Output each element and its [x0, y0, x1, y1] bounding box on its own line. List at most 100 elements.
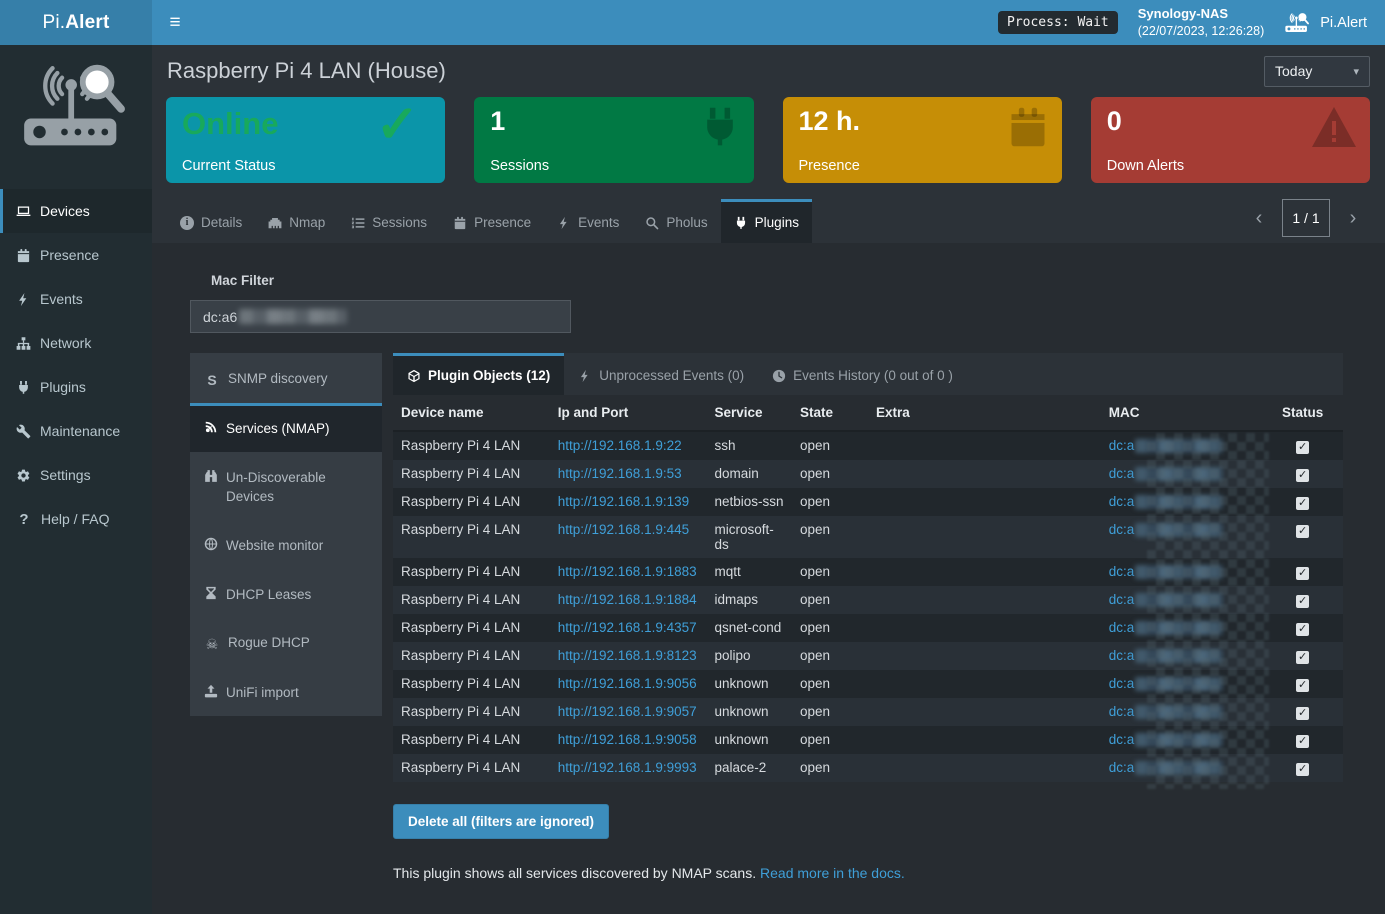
- brand-prefix: Pi.: [42, 11, 66, 33]
- tab-nmap[interactable]: Nmap: [255, 199, 338, 243]
- ip-port-link[interactable]: http://192.168.1.9:9993: [557, 760, 697, 775]
- main-content: Raspberry Pi 4 LAN (House) Today ▾ Onlin…: [152, 45, 1385, 914]
- plug-icon: [19, 380, 28, 394]
- mac-link[interactable]: dc:a: [1108, 494, 1135, 509]
- sessions-card[interactable]: 1 Sessions: [474, 97, 754, 183]
- sidebar-item-events[interactable]: Events: [0, 277, 152, 321]
- status-checkbox[interactable]: ✓: [1296, 763, 1310, 776]
- check-icon: ✓: [375, 97, 420, 154]
- tab-label: Plugin Objects (12): [428, 368, 551, 383]
- ip-port-link[interactable]: http://192.168.1.9:9056: [557, 676, 697, 691]
- mac-link[interactable]: dc:a: [1108, 466, 1135, 481]
- tab-sessions[interactable]: Sessions: [338, 199, 440, 243]
- sidebar-item-help-faq[interactable]: ? Help / FAQ: [0, 497, 152, 541]
- mac-link[interactable]: dc:a: [1108, 704, 1135, 719]
- sidebar-toggle-button[interactable]: ≡: [152, 0, 198, 45]
- down-alerts-card[interactable]: 0 Down Alerts: [1090, 97, 1370, 183]
- status-checkbox[interactable]: ✓: [1296, 469, 1310, 482]
- calendar-icon: [1011, 107, 1045, 147]
- sidebar-item-maintenance[interactable]: Maintenance: [0, 409, 152, 453]
- top-navbar: Pi. Alert ≡ Process: Wait Synology-NAS (2…: [0, 0, 1385, 45]
- page-prev-button[interactable]: ‹: [1255, 206, 1263, 229]
- ip-port-link[interactable]: http://192.168.1.9:139: [557, 494, 690, 509]
- ip-port-link[interactable]: http://192.168.1.9:53: [557, 466, 682, 481]
- plugin-nav-label: SNMP discovery: [228, 371, 328, 386]
- plugin-nav-unifi-import[interactable]: UniFi import: [190, 667, 382, 716]
- plugin-nav-snmp-discovery[interactable]: S SNMP discovery: [190, 353, 382, 403]
- cell-state: open: [800, 676, 831, 691]
- sidebar-item-presence[interactable]: Presence: [0, 233, 152, 277]
- docs-link[interactable]: Read more in the docs.: [760, 865, 905, 881]
- plugin-nav-website-monitor[interactable]: Website monitor: [190, 520, 382, 569]
- cell-service: mqtt: [714, 564, 741, 579]
- wrench-icon: [16, 424, 31, 438]
- cell-state: open: [800, 704, 831, 719]
- status-checkbox[interactable]: ✓: [1296, 651, 1310, 664]
- table-row: Raspberry Pi 4 LAN http://192.168.1.9:18…: [393, 558, 1343, 586]
- status-checkbox[interactable]: ✓: [1296, 525, 1310, 538]
- ip-port-link[interactable]: http://192.168.1.9:22: [557, 438, 682, 453]
- tab-label: Nmap: [289, 215, 326, 230]
- tab-events[interactable]: Events: [544, 199, 632, 243]
- status-checkbox[interactable]: ✓: [1296, 567, 1310, 580]
- mac-link[interactable]: dc:a: [1108, 648, 1135, 663]
- status-checkbox[interactable]: ✓: [1296, 595, 1310, 608]
- period-select-dropdown[interactable]: Today ▾: [1264, 55, 1370, 87]
- title-row: Raspberry Pi 4 LAN (House) Today ▾: [167, 47, 1370, 95]
- cell-state: open: [800, 760, 831, 775]
- presence-card[interactable]: 12 h. Presence: [782, 97, 1062, 183]
- status-checkbox[interactable]: ✓: [1296, 441, 1310, 454]
- sidebar-item-network[interactable]: Network: [0, 321, 152, 365]
- tab-pholus[interactable]: Pholus: [632, 199, 720, 243]
- status-checkbox[interactable]: ✓: [1296, 679, 1310, 692]
- mac-link[interactable]: dc:a: [1108, 676, 1135, 691]
- ip-port-link[interactable]: http://192.168.1.9:1884: [557, 592, 697, 607]
- card-value: Online: [182, 106, 279, 141]
- mac-link[interactable]: dc:a: [1108, 522, 1135, 537]
- mac-link[interactable]: dc:a: [1108, 620, 1135, 635]
- status-checkbox[interactable]: ✓: [1296, 623, 1310, 636]
- sidebar-item-settings[interactable]: Settings: [0, 453, 152, 497]
- col-state: State: [792, 395, 868, 432]
- plugin-nav-rogue-dhcp[interactable]: ☠ Rogue DHCP: [190, 617, 382, 667]
- mac-filter-input[interactable]: dc:a6: [190, 300, 571, 333]
- tab-label: Plugins: [754, 215, 799, 230]
- tab-plugin-objects[interactable]: Plugin Objects (12): [393, 353, 565, 395]
- tab-events-history[interactable]: Events History (0 out of 0 ): [758, 353, 967, 395]
- mac-link[interactable]: dc:a: [1108, 438, 1135, 453]
- user-menu[interactable]: Pi.Alert: [1284, 11, 1367, 35]
- plugin-layout: S SNMP discovery Services (NMAP) Un-Disc…: [190, 353, 1343, 881]
- sidebar-item-devices[interactable]: Devices: [0, 189, 152, 233]
- mac-link[interactable]: dc:a: [1108, 760, 1135, 775]
- ip-port-link[interactable]: http://192.168.1.9:9058: [557, 732, 697, 747]
- mac-link[interactable]: dc:a: [1108, 564, 1135, 579]
- ip-port-link[interactable]: http://192.168.1.9:9057: [557, 704, 697, 719]
- mac-link[interactable]: dc:a: [1108, 732, 1135, 747]
- ip-port-link[interactable]: http://192.168.1.9:1883: [557, 564, 697, 579]
- status-checkbox[interactable]: ✓: [1296, 707, 1310, 720]
- cell-extra: [868, 754, 1101, 782]
- page-next-button[interactable]: ›: [1349, 206, 1357, 229]
- ip-port-link[interactable]: http://192.168.1.9:445: [557, 522, 690, 537]
- status-checkbox[interactable]: ✓: [1296, 735, 1310, 748]
- plugin-nav-undiscoverable-devices[interactable]: Un-Discoverable Devices: [190, 452, 382, 520]
- tab-plugins[interactable]: Plugins: [720, 199, 812, 243]
- cell-device-name: Raspberry Pi 4 LAN: [401, 494, 521, 509]
- sidebar-item-plugins[interactable]: Plugins: [0, 365, 152, 409]
- tab-details[interactable]: i Details: [167, 199, 255, 243]
- tab-unprocessed-events[interactable]: Unprocessed Events (0): [564, 353, 758, 395]
- current-status-card[interactable]: Online ✓ Current Status: [166, 97, 446, 183]
- tab-presence[interactable]: Presence: [440, 199, 544, 243]
- redacted-mac: [1135, 677, 1224, 692]
- delete-all-button[interactable]: Delete all (filters are ignored): [393, 804, 610, 839]
- mac-link[interactable]: dc:a: [1108, 592, 1135, 607]
- sidebar-item-label: Settings: [40, 467, 91, 483]
- plugin-nav-dhcp-leases[interactable]: DHCP Leases: [190, 569, 382, 618]
- plugin-nav-services-nmap[interactable]: Services (NMAP): [190, 403, 382, 452]
- ip-port-link[interactable]: http://192.168.1.9:4357: [557, 620, 697, 635]
- sidebar-item-label: Presence: [40, 247, 100, 263]
- ip-port-link[interactable]: http://192.168.1.9:8123: [557, 648, 697, 663]
- brand-logo[interactable]: Pi. Alert: [0, 0, 152, 45]
- host-name: Synology-NAS: [1137, 5, 1229, 21]
- status-checkbox[interactable]: ✓: [1296, 497, 1310, 510]
